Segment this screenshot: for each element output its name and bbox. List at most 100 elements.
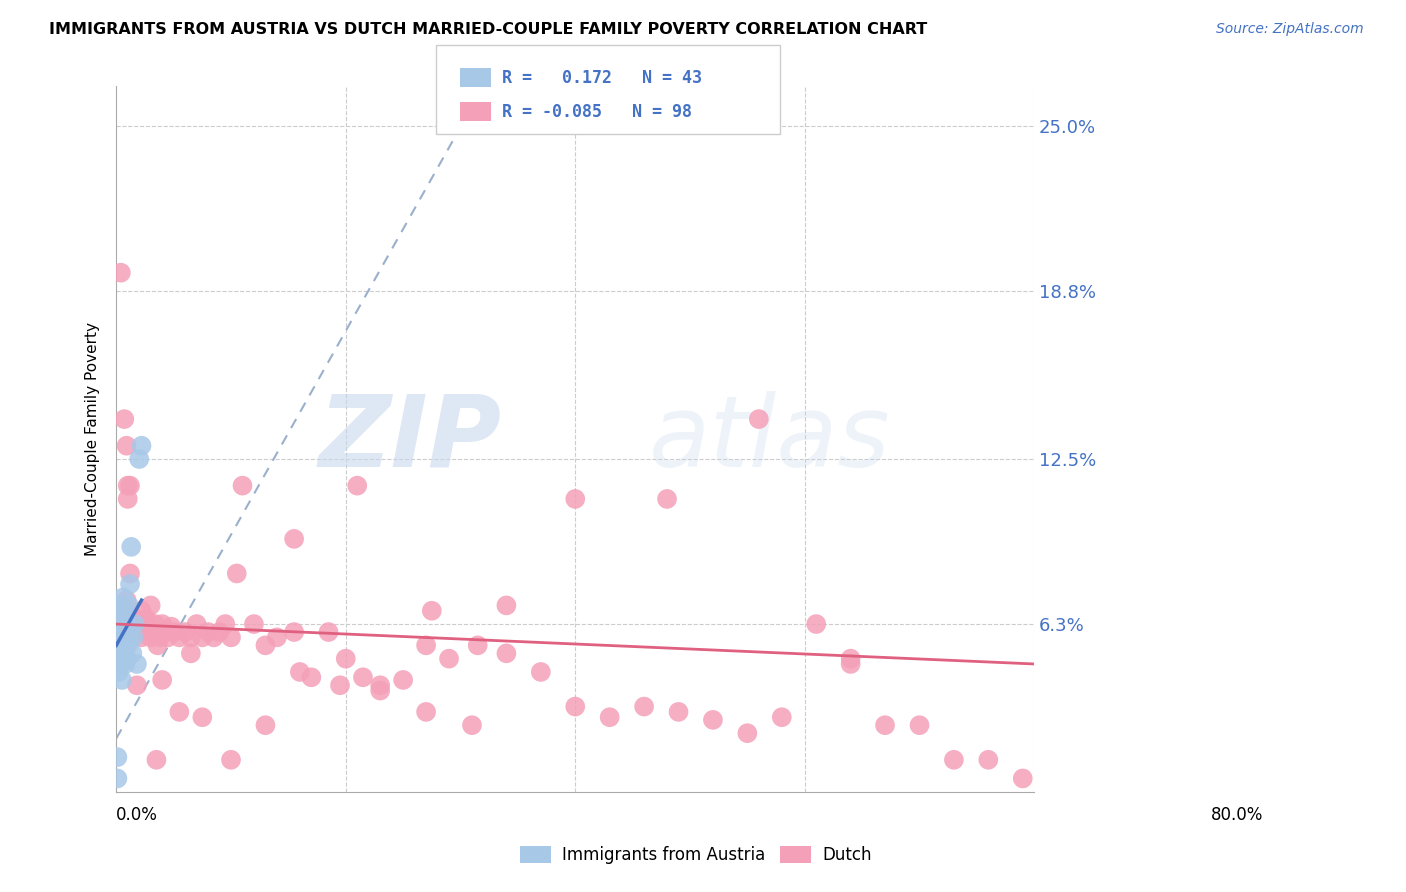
Point: [114, 604, 136, 618]
Point: [117, 491, 139, 506]
Point: [112, 591, 135, 605]
Point: [702, 713, 724, 727]
Point: [122, 631, 145, 645]
Point: [288, 665, 311, 679]
Point: [169, 705, 191, 719]
Point: [1011, 772, 1033, 786]
Point: [112, 612, 135, 626]
Point: [942, 753, 965, 767]
Point: [186, 617, 208, 632]
Point: [110, 612, 132, 626]
Point: [329, 678, 352, 692]
Text: 80.0%: 80.0%: [1212, 805, 1264, 824]
Point: [108, 617, 131, 632]
Point: [318, 625, 340, 640]
Point: [108, 599, 131, 613]
Point: [873, 718, 896, 732]
Point: [111, 625, 134, 640]
Point: [122, 625, 145, 640]
Point: [530, 665, 553, 679]
Point: [283, 532, 305, 546]
Point: [145, 753, 167, 767]
Text: ZIP: ZIP: [319, 391, 502, 488]
Point: [180, 631, 202, 645]
Text: Source: ZipAtlas.com: Source: ZipAtlas.com: [1216, 22, 1364, 37]
Point: [806, 617, 828, 632]
Point: [108, 651, 131, 665]
Point: [124, 617, 146, 632]
Point: [219, 753, 242, 767]
Point: [107, 625, 129, 640]
Point: [118, 478, 141, 492]
Point: [131, 439, 153, 453]
Point: [107, 772, 129, 786]
Point: [219, 631, 242, 645]
Point: [142, 625, 165, 640]
Point: [977, 753, 1000, 767]
Point: [114, 638, 136, 652]
Point: [461, 718, 484, 732]
Point: [156, 631, 179, 645]
Point: [111, 604, 134, 618]
Point: [112, 651, 135, 665]
Point: [115, 593, 138, 607]
Point: [110, 266, 132, 280]
Point: [633, 699, 655, 714]
Point: [118, 631, 141, 645]
Point: [118, 599, 141, 613]
Point: [114, 657, 136, 671]
Point: [120, 625, 142, 640]
Point: [163, 625, 186, 640]
Point: [392, 673, 415, 687]
Point: [266, 631, 288, 645]
Point: [467, 638, 489, 652]
Point: [111, 673, 134, 687]
Point: [135, 612, 157, 626]
Point: [125, 678, 148, 692]
Point: [128, 452, 150, 467]
Point: [117, 478, 139, 492]
Point: [839, 651, 862, 665]
Point: [128, 617, 150, 632]
Point: [110, 625, 132, 640]
Text: R =   0.172   N = 43: R = 0.172 N = 43: [502, 69, 702, 87]
Point: [115, 651, 138, 665]
Point: [748, 412, 770, 426]
Point: [112, 631, 135, 645]
Point: [132, 620, 155, 634]
Point: [153, 625, 176, 640]
Point: [111, 638, 134, 652]
Point: [599, 710, 621, 724]
Point: [121, 612, 143, 626]
Point: [125, 612, 148, 626]
Text: R = -0.085   N = 98: R = -0.085 N = 98: [502, 103, 692, 120]
Text: Dutch: Dutch: [823, 846, 872, 863]
Point: [108, 631, 131, 645]
Text: 0.0%: 0.0%: [117, 805, 157, 824]
Point: [118, 566, 141, 581]
Point: [335, 651, 357, 665]
Point: [908, 718, 931, 732]
Point: [415, 638, 437, 652]
Point: [107, 617, 129, 632]
Point: [243, 617, 266, 632]
Point: [112, 620, 135, 634]
Point: [125, 620, 148, 634]
Point: [437, 651, 460, 665]
Point: [174, 625, 197, 640]
Point: [112, 412, 135, 426]
Point: [254, 718, 277, 732]
Y-axis label: Married-Couple Family Poverty: Married-Couple Family Poverty: [86, 322, 100, 556]
Point: [120, 540, 142, 554]
Point: [110, 657, 132, 671]
Point: [149, 631, 172, 645]
Text: IMMIGRANTS FROM AUSTRIA VS DUTCH MARRIED-COUPLE FAMILY POVERTY CORRELATION CHART: IMMIGRANTS FROM AUSTRIA VS DUTCH MARRIED…: [49, 22, 928, 37]
Point: [118, 577, 141, 591]
Point: [839, 657, 862, 671]
Point: [668, 705, 690, 719]
Point: [420, 604, 443, 618]
Point: [127, 625, 149, 640]
Point: [495, 646, 517, 660]
Point: [191, 631, 214, 645]
Point: [118, 625, 141, 640]
